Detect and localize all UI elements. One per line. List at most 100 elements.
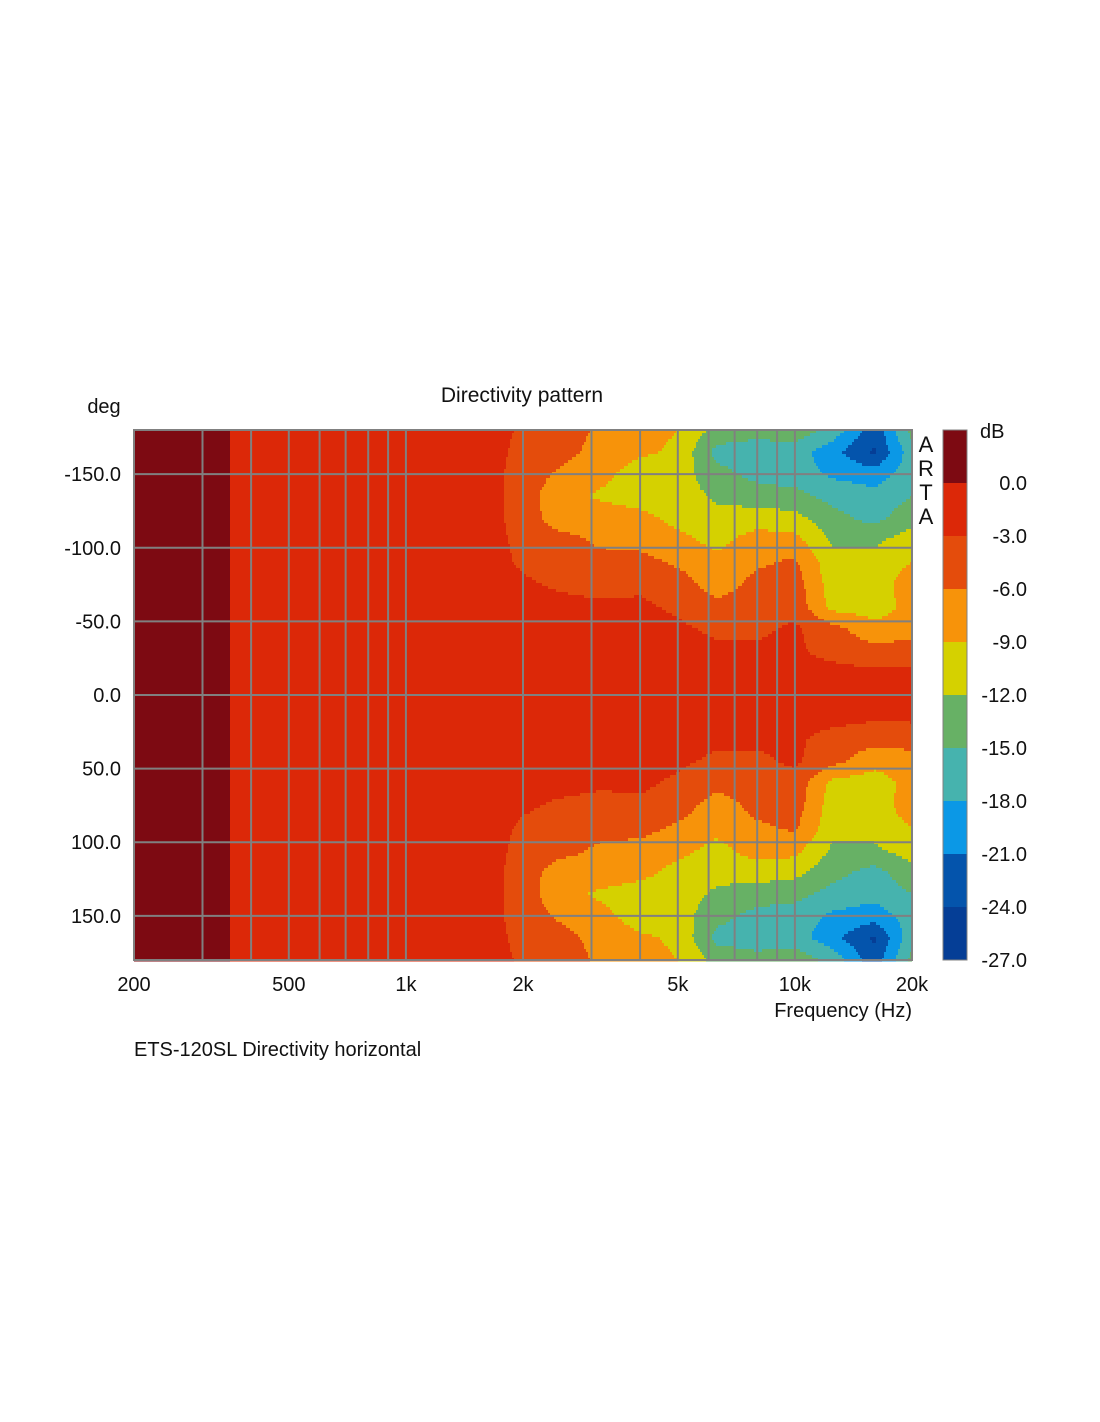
heatmap-cell (508, 937, 580, 941)
heatmap-cell (134, 709, 230, 713)
heatmap-cell (694, 457, 714, 461)
heatmap-cell (134, 955, 230, 959)
heatmap-cell (134, 838, 230, 842)
heatmap-cell (702, 898, 802, 902)
heatmap-cell (806, 790, 826, 794)
heatmap-cell (230, 670, 912, 674)
heatmap-cell (820, 565, 906, 569)
chart-title: Directivity pattern (441, 384, 603, 407)
heatmap-cell (230, 505, 504, 509)
heatmap-cell (230, 616, 678, 620)
heatmap-cell (614, 913, 694, 917)
heatmap-cell (826, 787, 896, 791)
heatmap-cell (898, 949, 912, 953)
heatmap-cell (516, 565, 674, 569)
heatmap-cell (540, 895, 592, 899)
colorbar-label: -21.0 (981, 844, 1027, 866)
heatmap-cell (828, 781, 896, 785)
heatmap-cell (836, 661, 912, 665)
heatmap-cell (860, 925, 880, 929)
heatmap-cell (580, 793, 712, 797)
heatmap-cell (134, 703, 230, 707)
heatmap-cell (836, 478, 886, 482)
heatmap-cell (652, 934, 692, 938)
heatmap-cell (790, 856, 822, 860)
heatmap-cell (888, 850, 912, 854)
heatmap-cell (696, 478, 748, 482)
heatmap-cell (668, 439, 698, 443)
heatmap-cell (134, 691, 230, 695)
heatmap-cell (900, 442, 912, 446)
heatmap-cell (672, 823, 770, 827)
heatmap-cell (230, 571, 522, 575)
heatmap-cell (134, 616, 230, 620)
heatmap-cell (748, 811, 802, 815)
heatmap-cell (898, 883, 912, 887)
heatmap-cell (596, 889, 710, 893)
heatmap-cell (548, 586, 700, 590)
heatmap-cell (848, 874, 890, 878)
heatmap-cell (230, 751, 712, 755)
heatmap-cell (798, 562, 820, 566)
heatmap-cell (812, 610, 836, 614)
plot-frame (133, 429, 913, 961)
heatmap-cell (670, 775, 814, 779)
heatmap-cell (506, 457, 572, 461)
heatmap-cell (512, 559, 662, 563)
heatmap-cell (230, 916, 504, 920)
heatmap-cell (738, 586, 804, 590)
heatmap-cell (896, 787, 912, 791)
heatmap-cell (576, 454, 648, 458)
heatmap-cell (812, 937, 842, 941)
heatmap-cell (134, 745, 230, 749)
heatmap-cell (510, 544, 594, 548)
heatmap-cell (896, 469, 912, 473)
heatmap-cell (134, 454, 230, 458)
heatmap-cell (134, 643, 230, 647)
heatmap-cell (694, 466, 728, 470)
heatmap-cell (230, 745, 806, 749)
heatmap-cell (734, 538, 802, 542)
heatmap-cell (694, 463, 720, 467)
heatmap-cell (886, 538, 912, 542)
heatmap-cell (738, 535, 800, 539)
heatmap-cell (556, 859, 678, 863)
heatmap-cell (698, 481, 756, 485)
heatmap-cell (882, 616, 912, 620)
heatmap-cell (906, 499, 912, 503)
heatmap-cell (542, 901, 602, 905)
heatmap-cell (880, 463, 900, 467)
heatmap-cell (516, 823, 672, 827)
heatmap-cell (230, 601, 652, 605)
heatmap-cell (134, 628, 230, 632)
heatmap-cell (816, 496, 910, 500)
heatmap-cell (812, 520, 862, 524)
heatmap-cell (902, 460, 912, 464)
heatmap-cell (856, 613, 888, 617)
heatmap-cell (696, 442, 726, 446)
heatmap-cell (842, 937, 870, 941)
heatmap-cell (902, 940, 912, 944)
y-tick-labels: -150.0 -100.0 -50.0 0.0 50.0 100.0 150.0 (64, 464, 121, 928)
colorbar-label: -24.0 (981, 897, 1027, 919)
heatmap-cell (134, 469, 230, 473)
y-tick-label: 50.0 (82, 759, 121, 781)
heatmap-cell (884, 772, 912, 776)
heatmap-cell (504, 913, 550, 917)
heatmap-cell (746, 910, 832, 914)
heatmap-cell (548, 910, 612, 914)
heatmap-cell (230, 667, 912, 671)
heatmap-cell (830, 622, 912, 626)
heatmap-cell (806, 643, 912, 647)
heatmap-cell (614, 475, 696, 479)
heatmap-cell (762, 820, 800, 824)
heatmap-cell (134, 928, 230, 932)
heatmap-cell (730, 883, 830, 887)
heatmap-cell (230, 871, 504, 875)
heatmap-cell (546, 802, 700, 806)
heatmap-cell (806, 787, 826, 791)
heatmap-cell (638, 457, 694, 461)
heatmap-cell (230, 496, 504, 500)
heatmap-cell (686, 571, 754, 575)
heatmap-cell (230, 589, 556, 593)
